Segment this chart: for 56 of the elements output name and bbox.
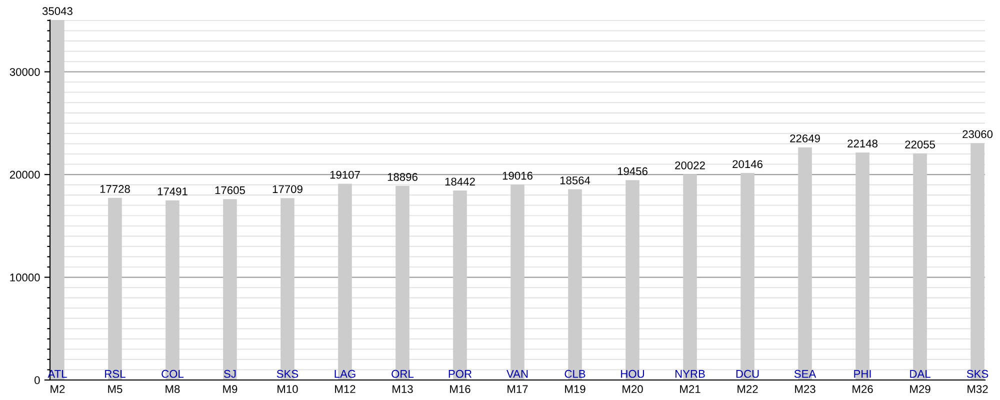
- annotation: LAG: [334, 370, 356, 378]
- annotation: VAN: [506, 370, 528, 378]
- x-tick-label: M10: [278, 385, 298, 394]
- annotation: HOU: [621, 370, 644, 378]
- annotation: DCU: [736, 370, 759, 378]
- data-label: 23060: [962, 130, 993, 138]
- x-tick-label: M21: [680, 385, 700, 393]
- bar: [223, 199, 237, 380]
- data-label: 20146: [732, 160, 762, 168]
- x-tick-label: M12: [335, 385, 356, 393]
- y-tick-label: 30000: [10, 68, 40, 76]
- y-tick-label: 0: [34, 376, 40, 384]
- x-tick-label: M2: [50, 385, 65, 393]
- annotation: PHI: [854, 370, 871, 378]
- annotation: SKS: [966, 370, 988, 378]
- data-label: 20022: [675, 161, 705, 170]
- annotation: ORL: [392, 370, 414, 378]
- data-label: 35043: [42, 7, 72, 16]
- x-tick-label: M19: [565, 385, 586, 394]
- x-tick-label: M32: [968, 385, 988, 394]
- data-label: 18442: [445, 178, 475, 186]
- data-label: 19107: [330, 170, 360, 179]
- x-tick-label: M5: [108, 385, 122, 394]
- annotation: DAL: [910, 370, 930, 378]
- annotation: COL: [162, 370, 184, 378]
- data-label: 22649: [790, 134, 820, 142]
- y-tick-label: 20000: [10, 170, 40, 179]
- bar: [856, 152, 870, 380]
- y-tick-label: 10000: [10, 274, 40, 282]
- x-tick-label: M29: [910, 385, 930, 394]
- data-label: 19016: [502, 172, 532, 180]
- annotation: SKS: [276, 370, 298, 378]
- x-tick-label: M17: [508, 385, 528, 393]
- annotation: NYRB: [675, 370, 705, 378]
- x-tick-label: M8: [166, 385, 180, 394]
- data-label: 17728: [100, 185, 130, 193]
- x-tick-label: M16: [450, 385, 470, 394]
- data-label: 19456: [618, 167, 648, 176]
- data-label: 17491: [158, 187, 188, 196]
- x-tick-label: M9: [223, 385, 238, 394]
- x-tick-label: M13: [392, 385, 413, 394]
- data-label: 22055: [905, 140, 936, 148]
- x-tick-label: M20: [622, 385, 643, 394]
- annotation: POR: [448, 370, 472, 378]
- x-tick-label: M22: [738, 385, 758, 393]
- annotation: SEA: [794, 370, 816, 378]
- annotation: SJ: [224, 370, 236, 378]
- annotation: RSL: [105, 370, 126, 378]
- x-tick-label: M23: [795, 385, 816, 394]
- data-label: 18896: [388, 173, 418, 181]
- data-label: 17605: [215, 186, 245, 194]
- x-tick-label: M26: [852, 385, 873, 394]
- data-label: 18564: [560, 176, 590, 184]
- data-label: 17709: [272, 185, 302, 194]
- annotation: CLB: [564, 370, 586, 378]
- data-label: 22148: [848, 140, 878, 148]
